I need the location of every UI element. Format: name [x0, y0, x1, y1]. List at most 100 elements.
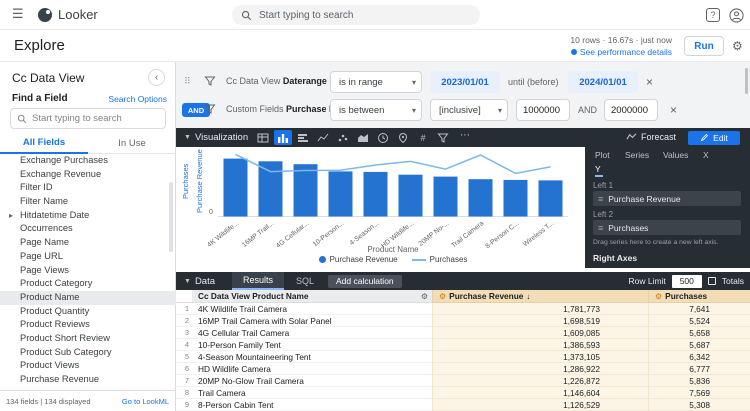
legend-item-purchase-revenue[interactable]: Purchase Revenue [318, 255, 398, 264]
sidebar-field[interactable]: Filter Name [0, 195, 176, 209]
sidebar-field[interactable]: Product Views [0, 359, 176, 373]
cell-purchase-revenue[interactable]: 1,781,773 [432, 303, 648, 315]
sidebar-scrollbar[interactable] [169, 182, 173, 252]
totals-checkbox[interactable] [707, 277, 716, 285]
filter-start-date-input[interactable]: 2023/01/01 [430, 71, 500, 93]
viz-type-column-icon[interactable] [294, 130, 312, 145]
cell-purchase-revenue[interactable]: 1,126,529 [432, 399, 648, 411]
explore-settings-gear-icon[interactable]: ⚙ [732, 39, 743, 53]
remove-filter-icon[interactable]: × [646, 75, 654, 89]
filter-max-value-input[interactable]: 2000000 [604, 99, 658, 121]
search-options-link[interactable]: Search Options [108, 94, 167, 104]
filter-inclusive-select[interactable]: [inclusive] ▾ [430, 99, 508, 121]
edit-button[interactable]: Edit [688, 130, 740, 145]
series-chip-purchases[interactable]: ≡ Purchases [593, 220, 741, 235]
cell-purchases[interactable]: 7,569 [648, 387, 750, 399]
cell-purchases[interactable]: 5,836 [648, 375, 750, 387]
looker-logo-text[interactable]: Looker [58, 7, 98, 22]
viz-type-scatter-icon[interactable] [334, 130, 352, 145]
cell-purchases[interactable]: 6,777 [648, 363, 750, 375]
viz-type-line-icon[interactable] [314, 130, 332, 145]
cell-product-name[interactable]: HD Wildlife Camera [192, 363, 432, 375]
tab-in-use[interactable]: In Use [118, 137, 146, 149]
more-viz-types-icon[interactable]: ⋯ [460, 130, 470, 141]
remove-filter-icon[interactable]: × [670, 103, 678, 117]
cell-purchase-revenue[interactable]: 1,386,593 [432, 339, 648, 351]
revenue-bar[interactable] [363, 171, 388, 217]
filter-operator-select[interactable]: is between ▾ [330, 99, 422, 121]
revenue-bar[interactable] [538, 180, 563, 217]
cell-product-name[interactable]: 10-Person Family Tent [192, 339, 432, 351]
global-search-input[interactable]: Start typing to search [232, 5, 480, 25]
sidebar-field[interactable]: Product Quantity [0, 305, 176, 319]
column-header-purchase-revenue[interactable]: ⚙ Purchase Revenue ↓ [432, 290, 648, 303]
cell-purchases[interactable]: 5,687 [648, 339, 750, 351]
sidebar-field[interactable]: Page Name [0, 236, 176, 250]
viz-type-area-icon[interactable] [354, 130, 372, 145]
tab-sql[interactable]: SQL [295, 276, 314, 286]
filter-min-value-input[interactable]: 1000000 [516, 99, 570, 121]
drag-grip-icon[interactable]: ⠿ [184, 76, 191, 86]
revenue-bar[interactable] [503, 179, 528, 217]
sidebar-field[interactable]: Product Sub Category [0, 346, 176, 360]
viz-type-pin-icon[interactable] [394, 130, 412, 145]
tab-results[interactable]: Results [232, 272, 284, 290]
cell-product-name[interactable]: 4-Season Mountaineering Tent [192, 351, 432, 363]
revenue-bar[interactable] [433, 176, 458, 217]
cell-purchases[interactable]: 5,308 [648, 399, 750, 411]
column-gear-icon[interactable]: ⚙ [439, 291, 447, 301]
sidebar-field[interactable]: Occurrences [0, 222, 176, 236]
account-icon[interactable] [728, 7, 744, 23]
column-gear-icon[interactable]: ⚙ [655, 291, 663, 301]
cell-purchases[interactable]: 6,342 [648, 351, 750, 363]
viz-type-funnel-icon[interactable] [434, 130, 452, 145]
cell-purchase-revenue[interactable]: 1,226,872 [432, 375, 648, 387]
cell-product-name[interactable]: 8-Person Cabin Tent [192, 399, 432, 411]
row-limit-input[interactable]: 500 [671, 274, 702, 288]
cell-purchase-revenue[interactable]: 1,609,085 [432, 327, 648, 339]
expand-caret-icon[interactable]: ▸ [9, 210, 14, 220]
sidebar-field[interactable]: ▸ Hitdatetime Date [0, 209, 176, 223]
cell-product-name[interactable]: Trail Camera [192, 387, 432, 399]
sidebar-field[interactable]: Exchange Revenue [0, 168, 176, 182]
performance-details-link[interactable]: See performance details [570, 46, 672, 58]
viz-type-number-icon[interactable]: # [414, 130, 432, 145]
tab-x[interactable]: X [703, 150, 709, 160]
cell-purchases[interactable]: 5,524 [648, 315, 750, 327]
hamburger-menu-icon[interactable]: ☰ [12, 6, 24, 21]
viz-type-table-icon[interactable] [254, 130, 272, 145]
viz-type-clock-icon[interactable] [374, 130, 392, 145]
field-search-input[interactable]: Start typing to search [10, 108, 166, 129]
tab-series[interactable]: Series [625, 150, 650, 160]
sidebar-field[interactable]: Product Name [0, 290, 176, 305]
tab-all-fields[interactable]: All Fields [0, 132, 88, 154]
tab-values[interactable]: Values [663, 150, 689, 160]
series-chip-purchase-revenue[interactable]: ≡ Purchase Revenue [593, 191, 741, 206]
sidebar-field[interactable]: Exchange Purchases [0, 154, 176, 168]
cell-purchase-revenue[interactable]: 1,286,922 [432, 363, 648, 375]
collapse-sidebar-button[interactable]: ‹ [148, 69, 165, 86]
sidebar-field[interactable]: Product Category [0, 277, 176, 291]
cell-product-name[interactable]: 4K Wildlife Trail Camera [192, 303, 432, 315]
revenue-bar[interactable] [258, 161, 283, 217]
cell-purchases[interactable]: 7,641 [648, 303, 750, 315]
sidebar-field[interactable]: Product Reviews [0, 318, 176, 332]
data-section-toggle[interactable]: ▼ Data [184, 276, 215, 287]
sidebar-field[interactable]: Page Views [0, 264, 176, 278]
revenue-bar[interactable] [398, 174, 423, 217]
add-calculation-button[interactable]: Add calculation [328, 274, 402, 288]
revenue-bar[interactable] [328, 171, 353, 217]
cell-purchase-revenue[interactable]: 1,698,519 [432, 315, 648, 327]
column-gear-icon[interactable]: ⚙ [420, 291, 428, 301]
go-to-lookml-link[interactable]: Go to LookML [121, 397, 169, 406]
cell-product-name[interactable]: 20MP No-Glow Trail Camera [192, 375, 432, 387]
sidebar-field[interactable]: Purchase Revenue [0, 373, 176, 387]
sidebar-field[interactable]: Page URL [0, 250, 176, 264]
cell-purchase-revenue[interactable]: 1,373,105 [432, 351, 648, 363]
visualization-section-toggle[interactable]: ▼ Visualization [184, 132, 248, 143]
tab-plot[interactable]: Plot [595, 150, 610, 160]
revenue-bar[interactable] [468, 179, 493, 217]
column-header-purchases[interactable]: ⚙ Purchases [648, 290, 750, 303]
filter-end-date-input[interactable]: 2024/01/01 [568, 71, 638, 93]
tab-y[interactable]: Y [595, 164, 603, 177]
